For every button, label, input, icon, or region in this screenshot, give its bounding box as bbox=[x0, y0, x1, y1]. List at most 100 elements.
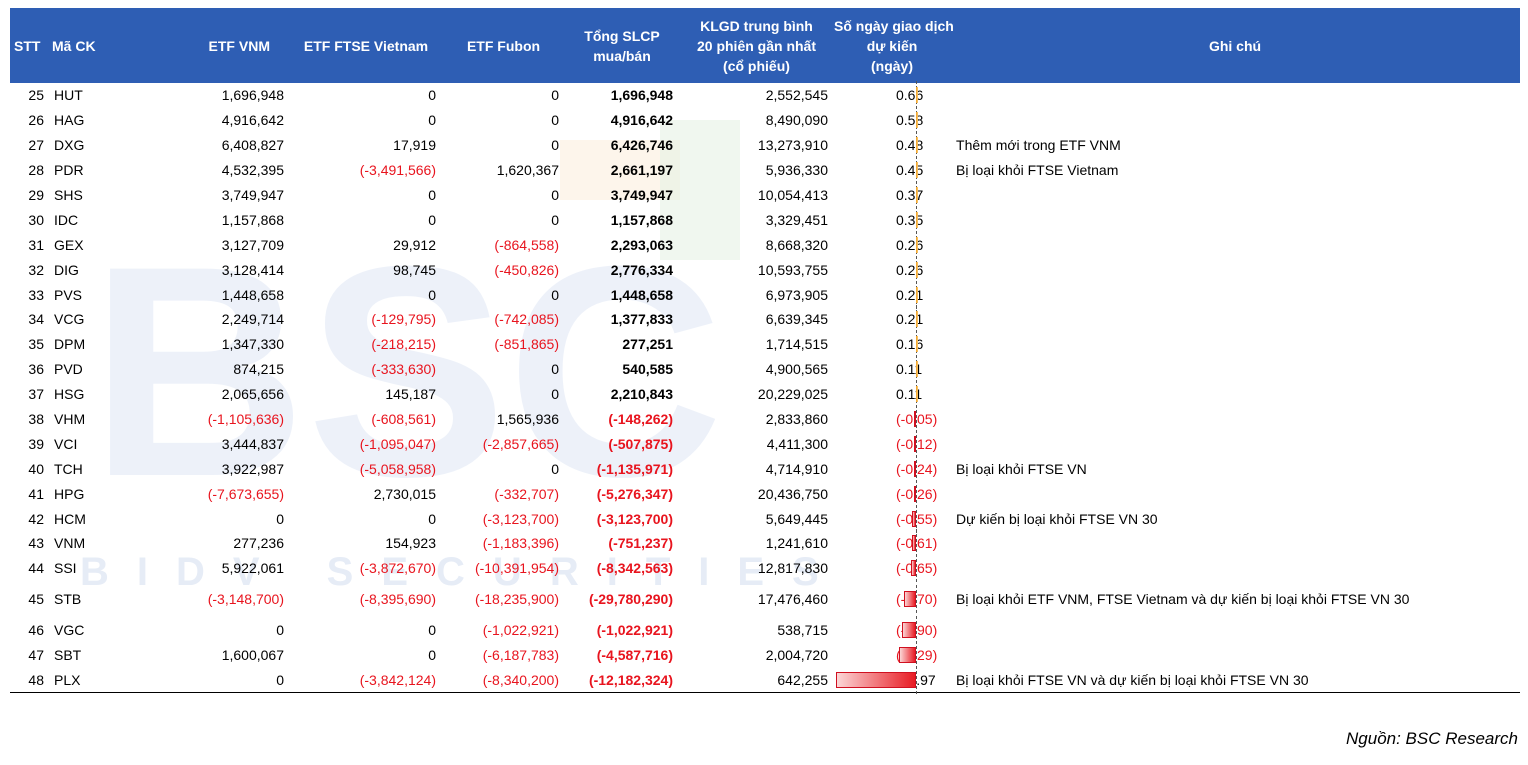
cell-etf-vnm: 1,347,330 bbox=[221, 336, 284, 353]
cell-ghi-chu bbox=[950, 357, 1520, 382]
cell-ghi-chu bbox=[950, 481, 1520, 506]
table-row: 36 PVD 874,215 (-333,630) 0 540,585 4,900,565 0… bbox=[10, 355, 1520, 384]
cell-so-ngay: 0.11 bbox=[896, 386, 923, 403]
cell-ghi-chu bbox=[950, 307, 1520, 332]
cell-tong-slcp: (-29,780,290) bbox=[588, 591, 673, 608]
table-row: 45 STB (-3,148,700) (-8,395,690) (-18,235,90… bbox=[10, 581, 1520, 618]
cell-etf-ftse: (-3,872,670) bbox=[359, 560, 436, 577]
cell-ghi-chu bbox=[950, 207, 1520, 232]
days-bar bbox=[899, 647, 916, 664]
header-tong-slcp: Tổng SLCP mua/bán bbox=[565, 8, 679, 83]
cell-etf-vnm: 3,127,709 bbox=[221, 236, 284, 253]
table-row: 27 DXG 6,408,827 17,919 0 6,426,746 13,273,910… bbox=[10, 131, 1520, 160]
cell-etf-fubon: 0 bbox=[551, 211, 559, 228]
cell-etf-ftse: 154,923 bbox=[385, 535, 436, 552]
cell-ghi-chu: Bị loại khỏi FTSE VN bbox=[956, 460, 1087, 477]
cell-etf-ftse: 0 bbox=[428, 622, 436, 639]
cell-tong-slcp: (-1,135,971) bbox=[596, 460, 673, 477]
cell-stt: 29 bbox=[28, 187, 44, 203]
cell-etf-vnm: 3,444,837 bbox=[221, 435, 284, 452]
cell-etf-vnm: 0 bbox=[276, 510, 284, 527]
cell-etf-fubon: (-864,558) bbox=[494, 236, 559, 253]
cell-etf-ftse: (-8,395,690) bbox=[359, 591, 436, 608]
cell-days-bar bbox=[834, 641, 917, 670]
cell-stt: 38 bbox=[28, 411, 44, 428]
table-row: 29 SHS 3,749,947 0 0 3,749,947 10,054,413 0.37 bbox=[10, 181, 1520, 209]
cell-so-ngay: 0.21 bbox=[896, 311, 924, 328]
cell-etf-ftse: (-218,215) bbox=[371, 336, 436, 353]
cell-so-ngay: 0.48 bbox=[896, 137, 924, 154]
cell-days-bar bbox=[834, 405, 917, 434]
cell-stt: 39 bbox=[28, 435, 44, 452]
cell-tong-slcp: 540,585 bbox=[622, 361, 673, 378]
cell-etf-fubon: (-18,235,900) bbox=[474, 591, 559, 608]
cell-so-ngay: 0.21 bbox=[896, 286, 924, 303]
header-ma-ck: Mã CK bbox=[48, 8, 108, 83]
cell-etf-ftse: (-129,795) bbox=[371, 311, 436, 328]
cell-ghi-chu bbox=[950, 83, 1520, 108]
cell-etf-vnm: 6,408,827 bbox=[221, 137, 284, 154]
header-klgd-line2: 20 phiên gần nhất bbox=[696, 37, 816, 54]
cell-etf-ftse: (-5,058,958) bbox=[359, 460, 436, 477]
header-stt: STT bbox=[10, 8, 48, 83]
table-row: 48 PLX 0 (-3,842,124) (-8,340,200) (-12,182,3… bbox=[10, 666, 1521, 695]
cell-klgd: 13,273,910 bbox=[757, 137, 828, 154]
days-bar bbox=[902, 622, 916, 639]
cell-ghi-chu bbox=[950, 232, 1520, 257]
header-klgd-line3: (cổ phiếu) bbox=[723, 57, 790, 74]
table-row: 44 SSI 5,922,061 (-3,872,670) (-10,391,954) (… bbox=[10, 554, 1520, 583]
cell-etf-ftse: 0 bbox=[428, 187, 436, 203]
cell-etf-ftse: 98,745 bbox=[393, 261, 436, 278]
header-row: STT Mã CK ETF VNM ETF FTSE Vietnam ETF F… bbox=[10, 8, 1521, 83]
table-row: 37 HSG 2,065,656 145,187 0 2,210,843 20,229,02… bbox=[10, 380, 1520, 409]
days-bar bbox=[916, 137, 918, 154]
cell-ma-ck: GEX bbox=[54, 236, 84, 253]
cell-klgd: 8,668,320 bbox=[765, 236, 828, 253]
cell-days-bar bbox=[834, 504, 917, 533]
table-row: 30 IDC 1,157,868 0 0 1,157,868 3,329,451 0.35 bbox=[10, 205, 1520, 234]
table-row: 33 PVS 1,448,658 0 0 1,448,658 6,973,905 0.21 bbox=[10, 280, 1520, 309]
days-bar bbox=[916, 112, 919, 129]
cell-ma-ck: PDR bbox=[54, 162, 84, 179]
cell-etf-vnm: 5,922,061 bbox=[221, 560, 284, 577]
cell-klgd: 4,411,300 bbox=[766, 435, 828, 452]
cell-so-ngay: (-0.12) bbox=[896, 435, 938, 452]
cell-stt: 47 bbox=[28, 647, 44, 664]
cell-so-ngay: 0.35 bbox=[896, 211, 924, 228]
cell-stt: 31 bbox=[28, 236, 44, 253]
cell-stt: 46 bbox=[28, 622, 44, 639]
cell-etf-fubon: 0 bbox=[551, 87, 559, 104]
cell-etf-ftse: 0 bbox=[428, 112, 436, 129]
days-bar bbox=[911, 560, 916, 577]
cell-etf-vnm: 0 bbox=[276, 622, 284, 639]
cell-days-bar bbox=[834, 529, 917, 558]
cell-ma-ck: SSI bbox=[54, 560, 77, 577]
cell-etf-fubon: (-450,826) bbox=[494, 261, 559, 278]
cell-klgd: 4,900,565 bbox=[765, 361, 828, 378]
cell-etf-ftse: 0 bbox=[428, 87, 436, 104]
cell-stt: 30 bbox=[28, 211, 44, 228]
cell-etf-vnm: 1,448,658 bbox=[221, 286, 284, 303]
cell-so-ngay: 0.26 bbox=[896, 236, 924, 253]
cell-etf-fubon: (-6,187,783) bbox=[482, 647, 559, 664]
cell-etf-ftse: (-333,630) bbox=[371, 361, 436, 378]
cell-days-bar bbox=[834, 106, 919, 135]
header-etf-fubon: ETF Fubon bbox=[442, 8, 565, 83]
cell-etf-ftse: 0 bbox=[428, 647, 436, 664]
cell-ma-ck: DIG bbox=[54, 261, 79, 278]
cell-etf-fubon: 0 bbox=[551, 187, 559, 203]
header-ghi-chu: Ghi chú bbox=[950, 8, 1521, 83]
cell-etf-vnm: 277,236 bbox=[233, 535, 284, 552]
cell-etf-fubon: (-332,707) bbox=[494, 485, 559, 502]
cell-ma-ck: PVS bbox=[54, 286, 83, 303]
cell-etf-ftse: (-1,095,047) bbox=[359, 435, 436, 452]
cell-stt: 42 bbox=[28, 510, 44, 527]
cell-tong-slcp: (-3,123,700) bbox=[596, 510, 673, 527]
cell-stt: 45 bbox=[28, 591, 44, 608]
cell-etf-ftse: 29,912 bbox=[393, 236, 436, 253]
cell-etf-ftse: 145,187 bbox=[385, 386, 436, 403]
cell-etf-ftse: 0 bbox=[428, 286, 436, 303]
cell-ghi-chu bbox=[950, 382, 1520, 407]
cell-ghi-chu bbox=[950, 618, 1520, 643]
cell-tong-slcp: 6,426,746 bbox=[610, 137, 673, 154]
